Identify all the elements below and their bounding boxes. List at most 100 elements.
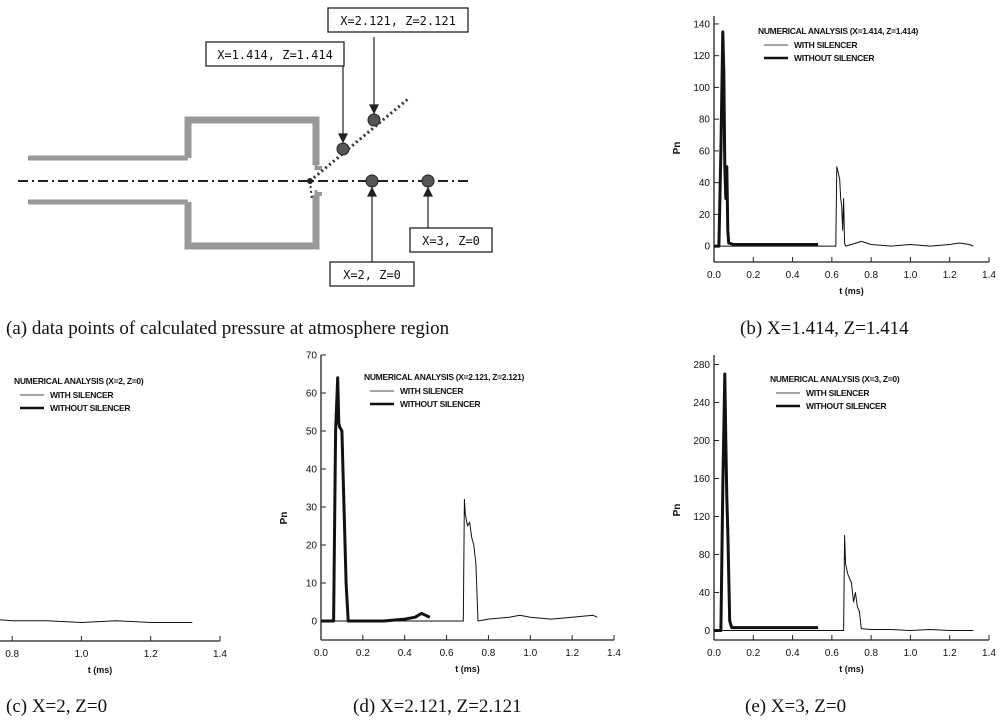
x-tick-label: 0.2: [356, 648, 370, 659]
y-tick-label: 120: [693, 51, 710, 62]
silencer-chamber: [184, 116, 320, 250]
x-tick-label: 1.4: [213, 649, 227, 660]
legend-entry-label: WITH SILENCER: [806, 388, 869, 398]
series-with-silencer-line: [714, 166, 974, 247]
callout-box-p4: [409, 227, 493, 253]
chart-d: 0.0 0.2 0.4 0.6 0.8 1.0 1.2 1.4 0 10 20 30 40 50 60 70 t…: [279, 351, 621, 675]
y-tick-label: 160: [693, 474, 710, 485]
legend-entry-label: WITHOUT SILENCER: [50, 403, 130, 413]
x-tick-label: 0.0: [314, 648, 328, 659]
y-tick-label: 80: [699, 550, 711, 561]
callout-box-p2: [327, 7, 469, 33]
origin-point: [307, 178, 313, 184]
legend-title: NUMERICAL ANALYSIS (X=2.121, Z=2.121): [364, 372, 525, 382]
x-tick-label: 0.8: [481, 648, 495, 659]
callout-box-p1: [205, 41, 345, 67]
x-tick-label: 1.0: [74, 649, 88, 660]
callout-box-p3: [329, 261, 415, 287]
series-without-silencer-line: [714, 30, 819, 248]
y-tick-label: 0: [704, 242, 710, 253]
y-tick-label: 60: [699, 146, 711, 157]
x-tick-label: 0.8: [5, 649, 19, 660]
x-tick-label: 0.6: [440, 648, 454, 659]
legend-entry-label: WITHOUT SILENCER: [806, 401, 886, 411]
callout-label-p4: X=3, Z=0: [422, 234, 480, 248]
x-tick-label: 0.6: [825, 648, 839, 659]
series-with-silencer-line: [321, 498, 598, 622]
callout-label-p3: X=2, Z=0: [343, 268, 401, 282]
y-tick-label: 200: [693, 436, 710, 447]
x-tick-label: 1.4: [607, 648, 621, 659]
caption-a: (a) data points of calculated pressure a…: [6, 318, 450, 339]
chart-b: 0.0 0.2 0.4 0.6 0.8 1.0 1.2 1.4 0 20 40 60 80 100 120 1…: [672, 16, 996, 296]
caption-e: (e) X=3, Z=0: [745, 696, 847, 717]
x-tick-label: 0.6: [825, 270, 839, 281]
diagonal-dotted-line: [309, 97, 409, 183]
x-tick-label: 1.0: [903, 270, 917, 281]
y-axis-label: Pn: [672, 142, 683, 155]
x-tick-label: 1.2: [943, 270, 957, 281]
callout-label-p2: X=2.121, Z=2.121: [340, 14, 456, 28]
y-tick-label: 30: [306, 503, 318, 514]
y-tick-label: 280: [693, 360, 710, 371]
y-tick-label: 0: [704, 626, 710, 637]
y-tick-label: 60: [306, 389, 318, 400]
x-tick-label: 1.2: [565, 648, 579, 659]
legend-title: NUMERICAL ANALYSIS (X=2, Z=0): [14, 376, 144, 386]
x-axis-label: t (ms): [455, 664, 480, 674]
y-tick-label: 40: [306, 465, 318, 476]
legend-entry-label: WITH SILENCER: [50, 390, 113, 400]
y-tick-label: 100: [693, 83, 710, 94]
y-tick-label: 120: [693, 512, 710, 523]
x-tick-label: 0.2: [746, 648, 760, 659]
y-tick-label: 20: [306, 541, 318, 552]
data-point-p2-marker: [367, 113, 381, 127]
x-tick-label: 1.4: [982, 648, 996, 659]
y-tick-label: 40: [699, 588, 711, 599]
y-tick-label: 70: [306, 351, 318, 362]
y-tick-label: 240: [693, 398, 710, 409]
x-tick-label: 0.0: [707, 648, 721, 659]
data-point-p1-marker: [336, 142, 350, 156]
legend-entry-label: WITH SILENCER: [400, 386, 463, 396]
y-tick-label: 0: [311, 617, 317, 628]
series-with-silencer-line: [0, 619, 193, 623]
inlet-pipe: [28, 155, 188, 205]
x-tick-label: 1.2: [943, 648, 957, 659]
x-axis-label: t (ms): [839, 286, 864, 296]
legend-title: NUMERICAL ANALYSIS (X=3, Z=0): [770, 374, 900, 384]
y-tick-label: 10: [306, 579, 318, 590]
x-tick-label: 1.4: [982, 270, 996, 281]
callout-arrows: [338, 37, 433, 262]
chart-c: 0.40.60.81.01.21.4t (ms)NUMERICAL ANALYS…: [0, 376, 227, 675]
y-axis-label: Pn: [672, 504, 683, 517]
series-without-silencer-line: [714, 372, 819, 632]
x-tick-label: 0.0: [707, 270, 721, 281]
x-tick-label: 0.2: [746, 270, 760, 281]
data-point-p3-marker: [365, 174, 379, 188]
legend-title: NUMERICAL ANALYSIS (X=1.414, Z=1.414): [758, 26, 919, 36]
y-tick-label: 140: [693, 19, 710, 30]
x-axis-label: t (ms): [839, 664, 864, 674]
legend-entry-label: WITH SILENCER: [794, 40, 857, 50]
x-tick-label: 1.0: [523, 648, 537, 659]
x-tick-label: 0.4: [398, 648, 412, 659]
y-tick-label: 50: [306, 427, 318, 438]
outlet-stub: [316, 166, 322, 196]
x-tick-label: 0.8: [864, 270, 878, 281]
legend-entry-label: WITHOUT SILENCER: [794, 53, 874, 63]
chart-e: 0.0 0.2 0.4 0.6 0.8 1.0 1.2 1.4 0 40 80 120 160 200 24…: [672, 355, 996, 674]
callout-label-p1: X=1.414, Z=1.414: [217, 48, 333, 62]
x-tick-label: 0.8: [864, 648, 878, 659]
y-axis-label: Pn: [279, 512, 290, 525]
x-tick-label: 0.4: [786, 270, 800, 281]
x-axis-label: t (ms): [88, 665, 113, 675]
y-tick-label: 20: [699, 210, 711, 221]
series-with-silencer-line: [714, 535, 974, 631]
data-point-p4-marker: [421, 174, 435, 188]
caption-c: (c) X=2, Z=0: [6, 696, 108, 717]
y-tick-label: 40: [699, 178, 711, 189]
silencer-diagram: X=1.414, Z=1.414 X=2.121, Z=2.121 X=2, Z…: [18, 7, 493, 287]
caption-d: (d) X=2.121, Z=2.121: [353, 696, 522, 717]
